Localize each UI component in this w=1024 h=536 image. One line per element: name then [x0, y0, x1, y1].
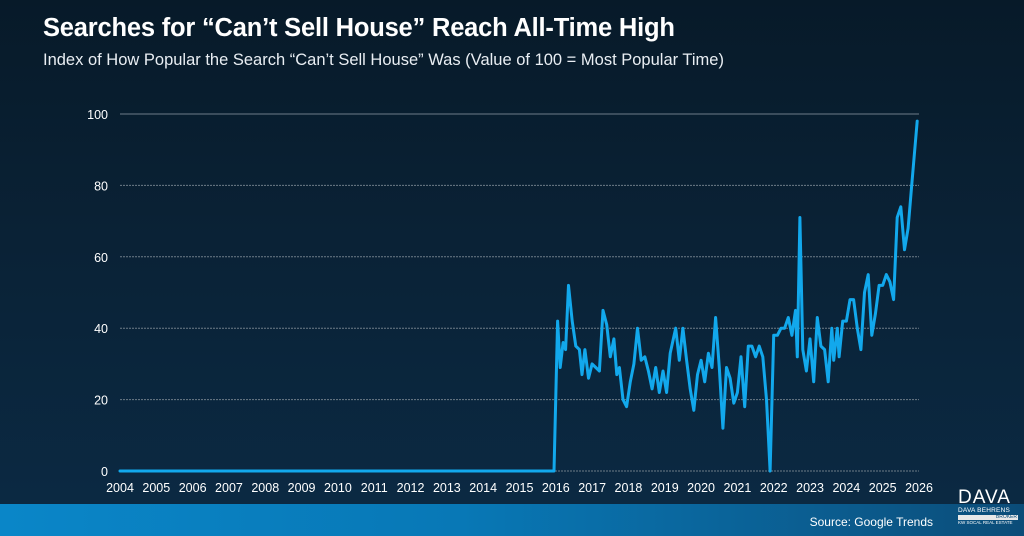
logo-badge: BROKER	[995, 514, 1017, 520]
y-tick-label: 60	[94, 251, 108, 265]
x-tick-label: 2019	[651, 481, 679, 495]
x-tick-label: 2013	[433, 481, 461, 495]
x-tick-label: 2006	[179, 481, 207, 495]
x-tick-label: 2020	[687, 481, 715, 495]
x-tick-label: 2017	[578, 481, 606, 495]
y-tick-label: 40	[94, 322, 108, 336]
x-tick-label: 2005	[142, 481, 170, 495]
y-tick-label: 80	[94, 179, 108, 193]
line-chart: 0 20 40 60 80 100 2004 2005 2006 2007 2008 2009 201…	[87, 108, 933, 495]
x-tick-label: 2022	[760, 481, 788, 495]
x-tick-label: 2004	[106, 481, 134, 495]
x-tick-label: 2014	[469, 481, 497, 495]
x-axis-ticks: 2004 2005 2006 2007 2008 2009 2010 2011 2012 2013…	[106, 481, 933, 495]
logo-badge-bar: BROKER	[958, 514, 1018, 520]
x-tick-label: 2023	[796, 481, 824, 495]
y-tick-label: 0	[101, 465, 108, 479]
x-tick-label: 2016	[542, 481, 570, 495]
source-label: Source: Google Trends	[809, 515, 933, 529]
y-axis-ticks: 0 20 40 60 80 100	[87, 108, 108, 479]
x-tick-label: 2010	[324, 481, 352, 495]
y-tick-label: 100	[87, 108, 108, 122]
chart-subtitle: Index of How Popular the Search “Can’t S…	[43, 51, 724, 69]
footer-band	[0, 504, 1024, 536]
x-tick-label: 2007	[215, 481, 243, 495]
chart-title: Searches for “Can’t Sell House” Reach Al…	[43, 14, 675, 42]
x-tick-label: 2009	[288, 481, 316, 495]
logo-tagline: KW SOCAL REAL ESTATE	[958, 520, 1013, 525]
x-tick-label: 2021	[724, 481, 752, 495]
x-tick-label: 2012	[397, 481, 425, 495]
x-tick-label: 2025	[869, 481, 897, 495]
x-tick-label: 2018	[615, 481, 643, 495]
logo-mark: DAVA	[958, 487, 1011, 508]
y-tick-label: 20	[94, 394, 108, 408]
x-tick-label: 2011	[361, 481, 388, 495]
series-line	[118, 119, 919, 473]
brand-logo: DAVA DAVA BEHRENS BROKER KW SOCAL REAL E…	[958, 488, 1020, 532]
x-tick-label: 2026	[905, 481, 933, 495]
logo-name: DAVA BEHRENS	[958, 507, 1011, 514]
series-layer	[118, 119, 919, 473]
x-tick-label: 2015	[506, 481, 534, 495]
x-tick-label: 2024	[832, 481, 860, 495]
x-tick-label: 2008	[251, 481, 279, 495]
